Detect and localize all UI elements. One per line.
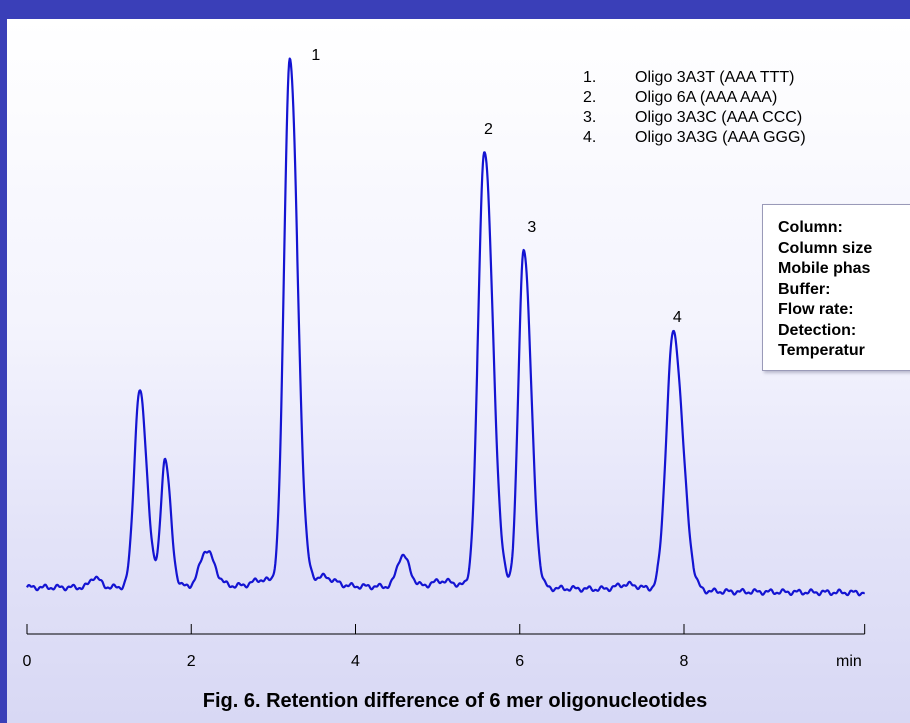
legend-item-label: Oligo 3A3G (AAA GGG): [635, 129, 806, 146]
chromatogram-trace: [26, 57, 866, 597]
condition-label: Detection:: [778, 321, 857, 339]
condition-label: Buffer:: [778, 280, 831, 298]
figure-caption: Fig. 6. Retention difference of 6 mer ol…: [202, 690, 708, 712]
x-tick-label: 4: [351, 653, 360, 670]
slide-panel: [7, 19, 910, 723]
condition-label: Temperatur: [778, 342, 865, 359]
legend-item: 3. Oligo 3A3C (AAA CCC): [583, 108, 806, 128]
peak-label-3: 3: [527, 219, 536, 236]
x-tick-label: 2: [187, 653, 196, 670]
peak-label-2: 2: [484, 121, 493, 138]
legend-item-label: Oligo 6A (AAA AAA): [635, 89, 778, 106]
condition-label: Column size: [778, 239, 873, 257]
condition-label: Flow rate:: [778, 301, 854, 318]
legend-item: 2. Oligo 6A (AAA AAA): [583, 88, 806, 108]
legend-item: 4. Oligo 3A3G (AAA GGG): [583, 128, 806, 148]
peak-labels: 1 2 3 4: [311, 47, 682, 326]
legend-item: 1. Oligo 3A3T (AAA TTT): [583, 68, 806, 88]
peak-label-4: 4: [673, 309, 682, 326]
legend-item-number: 1.: [583, 69, 597, 86]
legend-item-label: Oligo 3A3T (AAA TTT): [635, 69, 795, 86]
legend-item-number: 3.: [583, 109, 597, 126]
condition-label: Column:: [778, 219, 843, 236]
x-tick-label: 0: [23, 653, 32, 670]
legend-item-label: Oligo 3A3C (AAA CCC): [635, 109, 803, 126]
conditions-box: Column: Column size Mobile phas Buffer: Flow…: [762, 204, 910, 371]
x-tick-label: 6: [515, 653, 524, 670]
x-tick-label: 8: [680, 653, 689, 670]
x-axis-unit-label: min: [836, 653, 862, 670]
x-axis-ticks: 0 2 4 6 8: [23, 624, 866, 670]
legend-item-number: 2.: [583, 89, 597, 106]
legend-item-number: 4.: [583, 129, 597, 146]
peak-label-1: 1: [311, 47, 320, 64]
peak-legend: 1. Oligo 3A3T (AAA TTT) 2. Oligo 6A (AAA AA…: [583, 68, 806, 148]
condition-label: Mobile phas: [778, 260, 871, 277]
